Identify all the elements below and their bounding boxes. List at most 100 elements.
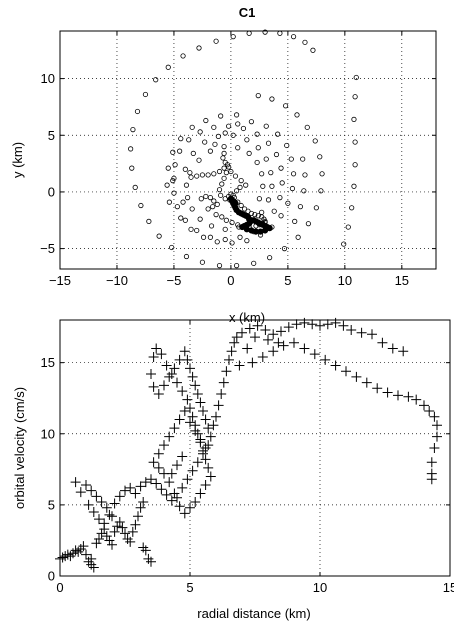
bottom-data-point [211, 411, 221, 422]
bottom-data-point [130, 519, 141, 530]
top-data-point [218, 192, 224, 198]
bottom-data-point [57, 552, 68, 563]
top-data-point [212, 141, 218, 147]
bottom-data-point [432, 420, 442, 431]
bottom-data-point [226, 346, 237, 357]
top-data-point [178, 215, 184, 221]
top-data-point [165, 64, 171, 70]
top-data-point [188, 174, 194, 180]
top-data-point [302, 172, 308, 178]
top-data-point [289, 185, 296, 192]
top-data-point [166, 199, 172, 205]
bottom-data-point [299, 317, 310, 328]
top-data-point [205, 172, 211, 178]
top-data-point [128, 146, 134, 152]
bottom-data-point [83, 499, 94, 510]
bottom-data-point [179, 406, 190, 417]
bottom-data-point [177, 386, 188, 397]
bottom-data-point [382, 387, 393, 398]
top-data-point [205, 206, 211, 212]
top-data-point [182, 217, 188, 223]
top-data-point [129, 165, 135, 171]
bottom-data-point [346, 324, 357, 335]
top-data-point [180, 199, 186, 205]
bottom-data-point [164, 431, 175, 442]
bottom-data-point [96, 497, 107, 508]
bottom-data-point [229, 337, 240, 348]
bottom-data-point [114, 516, 125, 527]
bottom-data-point [169, 423, 180, 434]
bottom-data-point [166, 468, 177, 479]
top-data-point [282, 103, 289, 109]
bottom-data-point [101, 531, 112, 542]
top-data-point [203, 193, 209, 200]
top-data-point [213, 212, 219, 218]
top-data-point [132, 184, 138, 190]
bottom-data-point [156, 484, 167, 495]
bottom-chart: 0 5 10 15 0 5 10 15 radial distance (km) orbit… [12, 317, 454, 621]
bottom-data-point [351, 371, 362, 382]
top-data-point [165, 165, 171, 171]
top-data-point [202, 139, 208, 145]
bottom-data-point [234, 360, 245, 371]
top-data-point [263, 123, 269, 129]
bottom-data-point [117, 522, 128, 533]
bottom-data-point [320, 354, 331, 365]
top-data-point [222, 130, 228, 136]
top-data-point [353, 74, 359, 81]
bottom-data-point [96, 528, 107, 539]
top-data-point [275, 131, 281, 137]
bottom-data-point [252, 320, 263, 331]
bottom-data-point [203, 423, 214, 434]
top-data-point [214, 201, 220, 207]
top-data-point [317, 154, 323, 160]
top-data-point [259, 171, 265, 177]
top-data-point [248, 119, 255, 125]
bottom-data-point [169, 488, 180, 499]
bottom-data-point [75, 487, 86, 498]
bottom-data-point [192, 457, 203, 468]
bottom-data-point [330, 317, 341, 328]
bottom-data-point [107, 511, 117, 522]
bottom-data-point [179, 508, 190, 519]
top-data-point [196, 157, 202, 163]
bottom-data-point [146, 474, 156, 485]
bottom-data-point [174, 501, 185, 512]
top-data-point [220, 155, 226, 161]
bottom-data-point [122, 534, 133, 545]
bottom-data-point [200, 479, 211, 490]
top-data-point [278, 165, 284, 171]
bottom-data-point [182, 474, 193, 485]
top-data-point [207, 148, 213, 154]
bottom-data-point [68, 548, 78, 559]
top-data-point [142, 91, 149, 98]
bottom-data-point [187, 465, 198, 476]
bottom-data-point [273, 337, 284, 348]
bottom-data-point [187, 371, 198, 382]
bottom-data-point [164, 371, 175, 382]
top-data-point [234, 112, 240, 118]
top-data-point [268, 170, 274, 176]
bottom-data-point [179, 346, 190, 357]
bottom-data-point [148, 457, 159, 468]
bottom-plot-frame [59, 319, 451, 577]
bottom-data-point [133, 511, 143, 522]
bottom-data-point [156, 349, 167, 360]
bottom-data-point [263, 334, 273, 345]
top-data-point [196, 45, 202, 51]
top-data-point [240, 125, 247, 132]
top-data-point [301, 188, 307, 194]
bottom-data-point [81, 479, 91, 490]
top-data-point [171, 175, 177, 181]
bottom-data-point [195, 397, 206, 408]
bottom-data-point [172, 377, 182, 388]
bottom-x-tick-label: 10 [313, 580, 327, 595]
bottom-data-point [94, 534, 104, 545]
top-data-point [254, 131, 260, 137]
bottom-data-point [268, 329, 279, 340]
top-data-point [219, 181, 225, 187]
top-data-point [248, 210, 255, 217]
bottom-data-point [341, 366, 351, 377]
top-data-point [235, 222, 241, 228]
top-data-point [234, 188, 240, 194]
